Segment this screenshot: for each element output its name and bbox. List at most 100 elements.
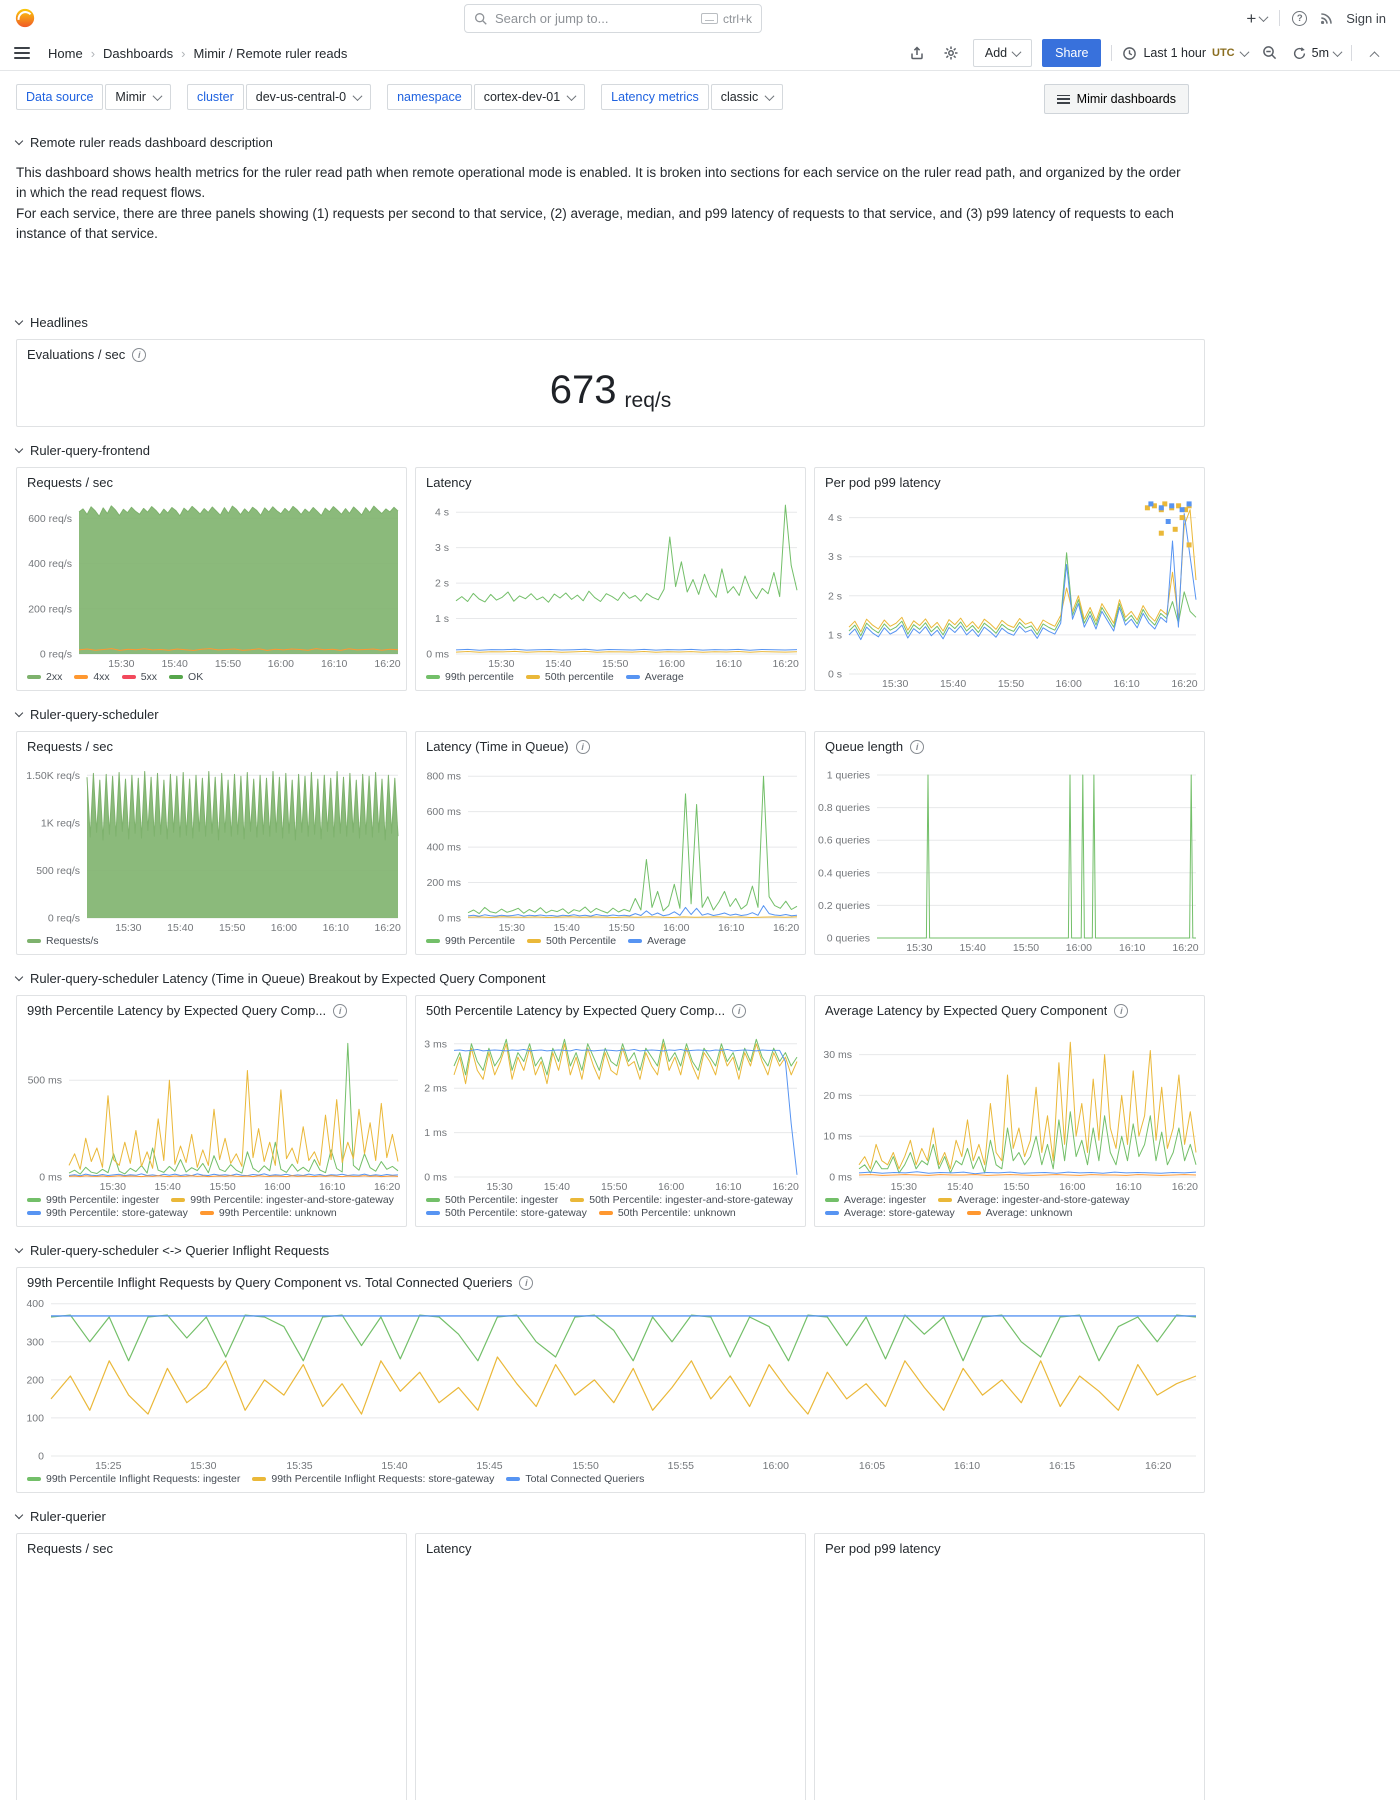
svg-text:16:00: 16:00 xyxy=(659,658,685,670)
legend-item[interactable]: Requests/s xyxy=(27,935,99,947)
row-toggle-scheduler[interactable]: Ruler-query-scheduler xyxy=(14,701,1205,727)
row-toggle-inflight[interactable]: Ruler-query-scheduler <-> Querier Inflig… xyxy=(14,1237,1205,1263)
export-dashboard-button[interactable] xyxy=(905,41,929,65)
legend-item[interactable]: 99th Percentile: unknown xyxy=(199,1207,337,1219)
caret-down-icon xyxy=(1332,46,1343,57)
new-button[interactable]: + xyxy=(1246,10,1269,27)
queue-length-chart[interactable]: 0 queries 0.2 queries 0.4 queries 0.6 queri… xyxy=(815,755,1204,955)
avg-by-component-chart[interactable]: 0 ms 10 ms 20 ms 30 ms 15:30 15:40 15:50 16:00 1… xyxy=(815,1019,1204,1193)
divider xyxy=(1351,45,1352,61)
chevron-down-icon xyxy=(14,972,24,981)
scheduler-requests-chart[interactable]: 0 req/s 500 req/s 1K req/s 1.50K req/s 15:30… xyxy=(17,755,406,934)
variable-value-dropdown[interactable]: dev-us-central-0 xyxy=(245,84,372,110)
panel-title[interactable]: 99th Percentile Latency by Expected Quer… xyxy=(27,1003,327,1019)
legend-item[interactable]: Average: unknown xyxy=(966,1207,1073,1219)
breadcrumb-home[interactable]: Home xyxy=(48,45,83,61)
info-icon[interactable]: i xyxy=(575,739,590,754)
legend-item[interactable]: 50th Percentile xyxy=(527,935,616,947)
variable-label[interactable]: Latency metrics xyxy=(601,84,709,110)
variable-value-dropdown[interactable]: Mimir xyxy=(105,84,171,110)
time-range-picker[interactable]: Last 1 hour UTC xyxy=(1122,46,1250,61)
panel-title[interactable]: Evaluations / sec xyxy=(27,347,126,363)
row-toggle-headlines[interactable]: Headlines xyxy=(14,309,1205,335)
p50-by-component-chart[interactable]: 0 ms 1 ms 2 ms 3 ms 15:30 15:40 15:50 16:00 16:1… xyxy=(416,1019,805,1194)
variable-value-dropdown[interactable]: classic xyxy=(710,84,784,110)
panel-title[interactable]: 99th Percentile Inflight Requests by Que… xyxy=(27,1275,513,1291)
grafana-logo-icon[interactable] xyxy=(14,7,36,29)
legend-item[interactable]: Total Connected Queriers xyxy=(506,1473,644,1485)
info-icon[interactable]: i xyxy=(732,1003,747,1018)
legend-item[interactable]: 50th Percentile: store-gateway xyxy=(426,1207,587,1219)
panel-title[interactable]: Per pod p99 latency xyxy=(825,475,941,491)
info-icon[interactable]: i xyxy=(1114,1003,1129,1018)
info-icon[interactable]: i xyxy=(519,1275,534,1290)
info-icon[interactable]: i xyxy=(333,1003,348,1018)
querier-latency-chart[interactable] xyxy=(416,1557,805,1800)
panel-title[interactable]: Per pod p99 latency xyxy=(825,1541,941,1557)
querier-requests-chart[interactable] xyxy=(17,1557,406,1800)
variable-value-dropdown[interactable]: cortex-dev-01 xyxy=(473,84,586,110)
inflight-requests-chart[interactable]: 0 100 200 300 400 15:25 15:30 15:35 15:40 15:45 15… xyxy=(17,1291,1204,1472)
panel-title[interactable]: Requests / sec xyxy=(27,475,113,491)
row-toggle-querier[interactable]: Ruler-querier xyxy=(14,1503,1205,1529)
menu-icon[interactable] xyxy=(14,47,30,59)
scheduler-latency-chart[interactable]: 0 ms 200 ms 400 ms 600 ms 800 ms 15:30 15:40 15… xyxy=(416,755,805,934)
row-toggle-description[interactable]: Remote ruler reads dashboard description xyxy=(14,129,1205,155)
panel-title[interactable]: 50th Percentile Latency by Expected Quer… xyxy=(426,1003,726,1019)
breadcrumb-dashboards[interactable]: Dashboards xyxy=(103,45,174,61)
info-icon[interactable]: i xyxy=(132,347,147,362)
mimir-dashboards-button[interactable]: Mimir dashboards xyxy=(1043,84,1189,114)
legend-item[interactable]: 4xx xyxy=(74,671,110,683)
p99-by-component-chart[interactable]: 0 ms 500 ms 15:30 15:40 15:50 16:00 16:10 16:20 xyxy=(17,1019,406,1193)
legend-item[interactable]: 99th Percentile xyxy=(426,935,515,947)
add-button[interactable]: Add xyxy=(972,39,1033,67)
querier-perpod-chart[interactable] xyxy=(815,1557,1204,1800)
frontend-perpod-chart[interactable]: 0 s 1 s 2 s 3 s 4 s 15:30 15:40 15:50 16:00 16:10… xyxy=(815,491,1204,690)
zoom-out-time-button[interactable] xyxy=(1258,41,1282,65)
legend-item[interactable]: Average xyxy=(628,935,686,947)
variable-label[interactable]: cluster xyxy=(186,84,244,110)
legend-item[interactable]: Average xyxy=(625,671,684,683)
panel-title[interactable]: Latency xyxy=(426,1541,472,1557)
frontend-requests-chart[interactable]: 0 req/s 200 req/s 400 req/s 600 req/s 15:30 1… xyxy=(17,491,406,670)
legend-item[interactable]: Average: ingester xyxy=(825,1194,926,1206)
variable-label[interactable]: namespace xyxy=(387,84,472,110)
legend-item[interactable]: 2xx xyxy=(27,671,62,683)
row-toggle-frontend[interactable]: Ruler-query-frontend xyxy=(14,437,1205,463)
svg-text:16:10: 16:10 xyxy=(718,922,744,934)
news-button[interactable] xyxy=(1319,11,1334,26)
help-icon: ? xyxy=(1292,10,1308,26)
frontend-latency-chart[interactable]: 0 ms 1 s 2 s 3 s 4 s 15:30 15:40 15:50 16:00 16:1… xyxy=(416,491,805,670)
legend-item[interactable]: 50th percentile xyxy=(525,671,614,683)
chevron-down-icon xyxy=(14,708,24,717)
variable-label[interactable]: Data source xyxy=(16,84,104,110)
legend-item[interactable]: 50th Percentile: ingester-and-store-gate… xyxy=(570,1194,793,1206)
legend-item[interactable]: 99th Percentile Inflight Requests: inges… xyxy=(27,1473,240,1485)
panel-title[interactable]: Requests / sec xyxy=(27,739,113,755)
legend-item[interactable]: Average: store-gateway xyxy=(825,1207,955,1219)
row-toggle-breakout[interactable]: Ruler-query-scheduler Latency (Time in Q… xyxy=(14,965,1205,991)
panel-title[interactable]: Queue length xyxy=(825,739,904,755)
share-button[interactable]: Share xyxy=(1042,39,1102,67)
legend-item[interactable]: 99th Percentile: ingester xyxy=(27,1194,159,1206)
sign-in-link[interactable]: Sign in xyxy=(1346,10,1386,26)
refresh-picker[interactable]: 5m xyxy=(1292,46,1343,61)
legend-item[interactable]: OK xyxy=(169,671,203,683)
legend-item[interactable]: 50th Percentile: unknown xyxy=(598,1207,736,1219)
help-button[interactable]: ? xyxy=(1292,10,1308,26)
info-icon[interactable]: i xyxy=(910,739,925,754)
legend-item[interactable]: 50th Percentile: ingester xyxy=(426,1194,558,1206)
legend-item[interactable]: 5xx xyxy=(121,671,157,683)
legend-item[interactable]: 99th percentile xyxy=(426,671,514,683)
panel-title[interactable]: Requests / sec xyxy=(27,1541,113,1557)
collapse-controls-button[interactable] xyxy=(1362,41,1386,65)
legend-item[interactable]: 99th Percentile: ingester-and-store-gate… xyxy=(171,1194,394,1206)
panel-title[interactable]: Average Latency by Expected Query Compon… xyxy=(825,1003,1108,1019)
panel-title[interactable]: Latency xyxy=(426,475,472,491)
dashboard-settings-button[interactable] xyxy=(939,41,963,65)
legend-item[interactable]: 99th Percentile Inflight Requests: store… xyxy=(252,1473,494,1485)
legend-item[interactable]: 99th Percentile: store-gateway xyxy=(27,1207,188,1219)
legend-item[interactable]: Average: ingester-and-store-gateway xyxy=(938,1194,1130,1206)
panel-title[interactable]: Latency (Time in Queue) xyxy=(426,739,569,755)
search-input[interactable] xyxy=(495,11,694,26)
